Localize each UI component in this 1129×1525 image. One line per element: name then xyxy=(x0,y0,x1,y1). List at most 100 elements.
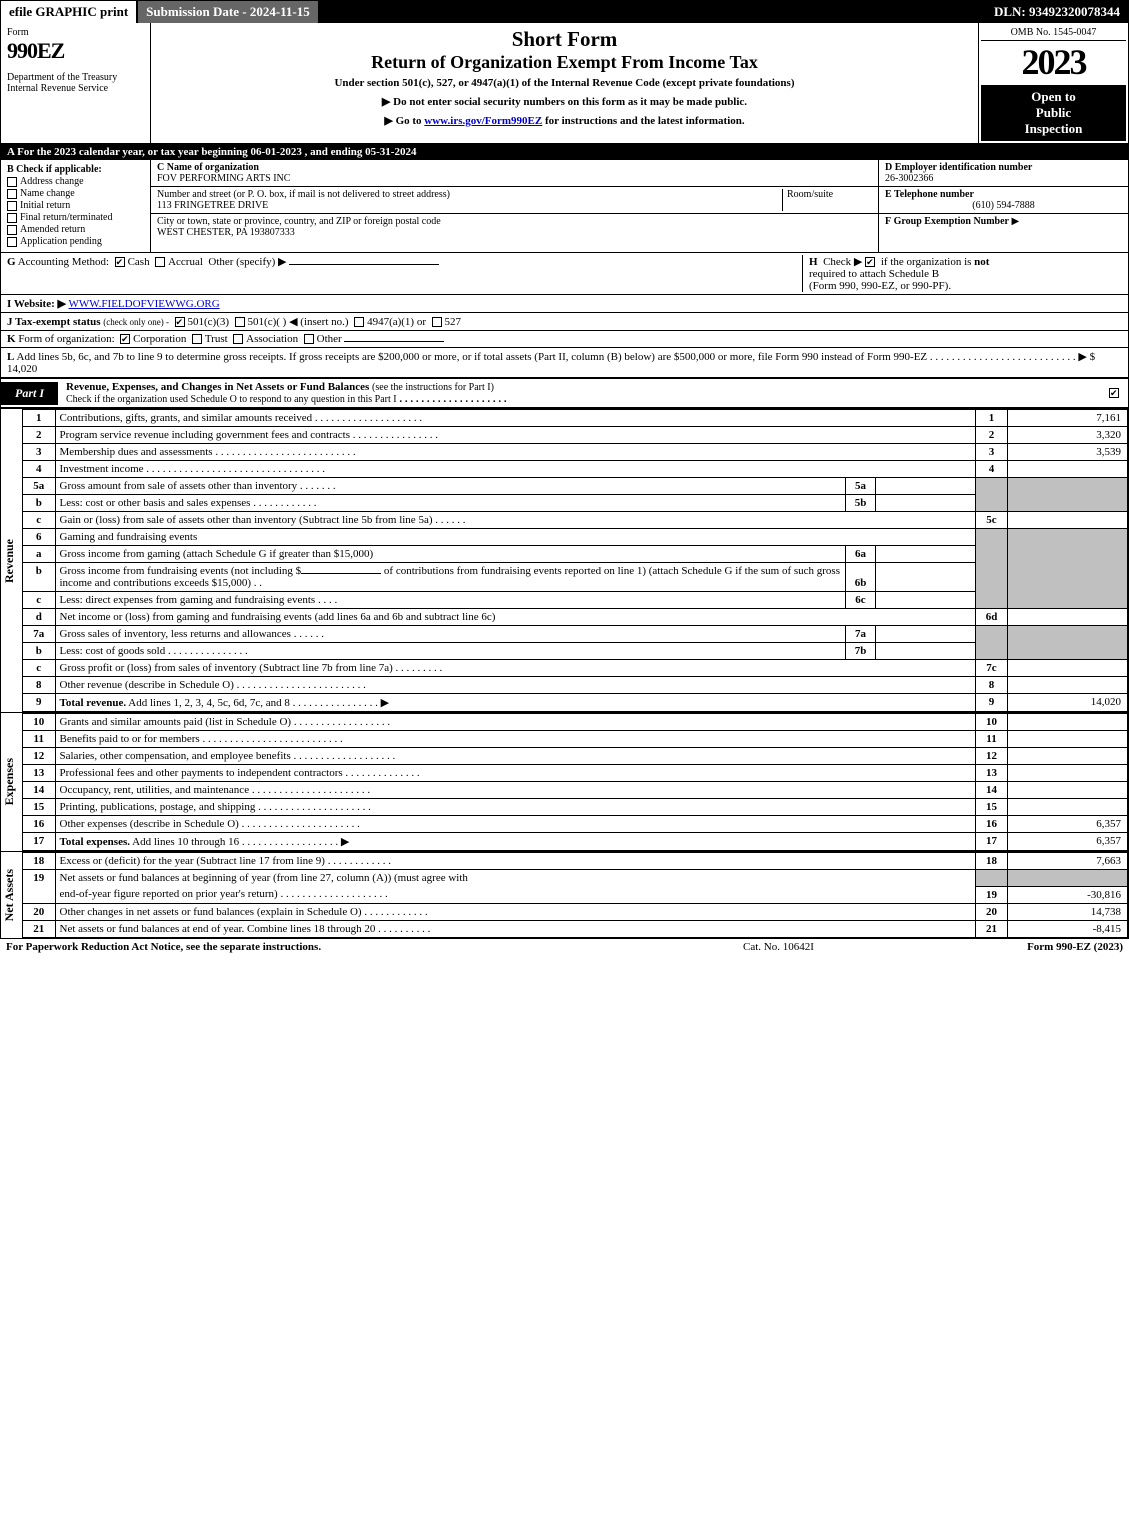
cb-cash[interactable] xyxy=(115,257,125,267)
irs-link[interactable]: www.irs.gov/Form990EZ xyxy=(424,115,542,127)
l19-val: -30,816 xyxy=(1008,886,1128,903)
l6b-input[interactable] xyxy=(301,573,381,574)
l6a-num: a xyxy=(23,546,55,563)
cb-schedule-b[interactable] xyxy=(865,257,875,267)
other-input[interactable] xyxy=(289,264,439,265)
l18-num: 18 xyxy=(23,853,55,870)
footer-form-post: (2023) xyxy=(1091,941,1123,953)
website-link[interactable]: WWW.FIELDOFVIEWWG.ORG xyxy=(69,298,220,310)
c-letter: C xyxy=(157,162,164,173)
l4-desc: Investment income xyxy=(60,463,144,475)
info-grid: B Check if applicable: Address change Na… xyxy=(1,160,1128,253)
527-label: 527 xyxy=(445,316,462,328)
4947-label: 4947(a)(1) or xyxy=(367,316,426,328)
cb-address-change[interactable]: Address change xyxy=(7,176,144,187)
line-3: 3Membership dues and assessments . . . .… xyxy=(23,444,1128,461)
l6c-num: c xyxy=(23,592,55,609)
l10-col: 10 xyxy=(976,714,1008,731)
b-letter: B xyxy=(7,164,14,175)
l5b-num: b xyxy=(23,495,55,512)
l7c-val xyxy=(1008,660,1128,677)
l12-val xyxy=(1008,748,1128,765)
cb-final-return[interactable]: Final return/terminated xyxy=(7,212,144,223)
net-assets-section: Net Assets 18Excess or (deficit) for the… xyxy=(1,851,1128,938)
ein-value: 26-3002366 xyxy=(885,173,933,184)
header-right: OMB No. 1545-0047 2023 Open to Public In… xyxy=(978,23,1128,143)
line-5a: 5aGross amount from sale of assets other… xyxy=(23,478,1128,495)
h-schedule-b: H Check ▶ if the organization is not req… xyxy=(802,255,1122,292)
b-label: Check if applicable: xyxy=(16,164,102,175)
cb-schedule-o[interactable] xyxy=(1109,388,1119,398)
cb-application-pending[interactable]: Application pending xyxy=(7,236,144,247)
l20-num: 20 xyxy=(23,903,55,920)
h-not: not xyxy=(974,256,989,268)
d-letter: D xyxy=(885,162,892,173)
l2-val: 3,320 xyxy=(1008,427,1128,444)
l7a-subval xyxy=(876,626,976,643)
row-k-org-form: K Form of organization: Corporation Trus… xyxy=(1,331,1128,348)
line-5b: bLess: cost or other basis and sales exp… xyxy=(23,495,1128,512)
addr-value: 113 FRINGETREE DRIVE xyxy=(157,200,268,211)
header-left: Form 990EZ Department of the Treasury In… xyxy=(1,23,151,143)
l1-desc: Contributions, gifts, grants, and simila… xyxy=(60,412,313,424)
footer-left: For Paperwork Reduction Act Notice, see … xyxy=(6,941,743,953)
l16-col: 16 xyxy=(976,816,1008,833)
l1-num: 1 xyxy=(23,410,55,427)
expenses-side-label: Expenses xyxy=(2,758,22,805)
l18-col: 18 xyxy=(976,853,1008,870)
l-letter: L xyxy=(7,351,14,363)
line-13: 13Professional fees and other payments t… xyxy=(23,765,1128,782)
l5a-subval xyxy=(876,478,976,495)
l6d-col: 6d xyxy=(976,609,1008,626)
col-b-checkboxes: B Check if applicable: Address change Na… xyxy=(1,160,151,252)
header-row: Form 990EZ Department of the Treasury In… xyxy=(1,23,1128,144)
501c3-label: 501(c)(3) xyxy=(188,316,230,328)
k-text: Form of organization: xyxy=(18,333,114,345)
phone-value: (610) 594-7888 xyxy=(885,200,1122,211)
cb-amended-return[interactable]: Amended return xyxy=(7,224,144,235)
l21-val: -8,415 xyxy=(1008,920,1128,937)
title-short-form: Short Form xyxy=(159,27,970,52)
cb-527[interactable] xyxy=(432,317,442,327)
org-name-row: C Name of organization FOV PERFORMING AR… xyxy=(151,160,878,187)
i-label: I Website: ▶ xyxy=(7,298,66,310)
cb-corporation[interactable] xyxy=(120,334,130,344)
cb-accrual[interactable] xyxy=(155,257,165,267)
cb-501c3[interactable] xyxy=(175,317,185,327)
l11-col: 11 xyxy=(976,731,1008,748)
l9-val: 14,020 xyxy=(1008,694,1128,712)
address-row: Number and street (or P. O. box, if mail… xyxy=(151,187,878,214)
cb-4947[interactable] xyxy=(354,317,364,327)
l21-num: 21 xyxy=(23,920,55,937)
l8-desc: Other revenue (describe in Schedule O) xyxy=(60,679,234,691)
cb-other-org[interactable] xyxy=(304,334,314,344)
cb-initial-return[interactable]: Initial return xyxy=(7,200,144,211)
l1-col: 1 xyxy=(976,410,1008,427)
cb-association[interactable] xyxy=(233,334,243,344)
l5a-desc: Gross amount from sale of assets other t… xyxy=(60,480,298,492)
line-6: 6Gaming and fundraising events xyxy=(23,529,1128,546)
accrual-label: Accrual xyxy=(168,256,203,268)
line-4: 4Investment income . . . . . . . . . . .… xyxy=(23,461,1128,478)
other-org-input[interactable] xyxy=(344,341,444,342)
l15-num: 15 xyxy=(23,799,55,816)
cb-501c[interactable] xyxy=(235,317,245,327)
g-accounting: G Accounting Method: Cash Accrual Other … xyxy=(7,255,802,292)
other-org-label: Other xyxy=(317,333,342,345)
dln-label: DLN: 93492320078344 xyxy=(986,1,1128,23)
cb-trust[interactable] xyxy=(192,334,202,344)
grey-19 xyxy=(976,870,1008,887)
line-1: 1 Contributions, gifts, grants, and simil… xyxy=(23,410,1128,427)
l9-num: 9 xyxy=(23,694,55,712)
l6d-val xyxy=(1008,609,1128,626)
l3-num: 3 xyxy=(23,444,55,461)
line-2: 2Program service revenue including gover… xyxy=(23,427,1128,444)
l15-col: 15 xyxy=(976,799,1008,816)
l15-val xyxy=(1008,799,1128,816)
city-row: City or town, state or province, country… xyxy=(151,214,878,240)
l13-num: 13 xyxy=(23,765,55,782)
cb-name-change[interactable]: Name change xyxy=(7,188,144,199)
net-assets-table: 18Excess or (deficit) for the year (Subt… xyxy=(23,852,1128,938)
efile-print-label[interactable]: efile GRAPHIC print xyxy=(1,1,138,23)
l14-desc: Occupancy, rent, utilities, and maintena… xyxy=(60,784,250,796)
